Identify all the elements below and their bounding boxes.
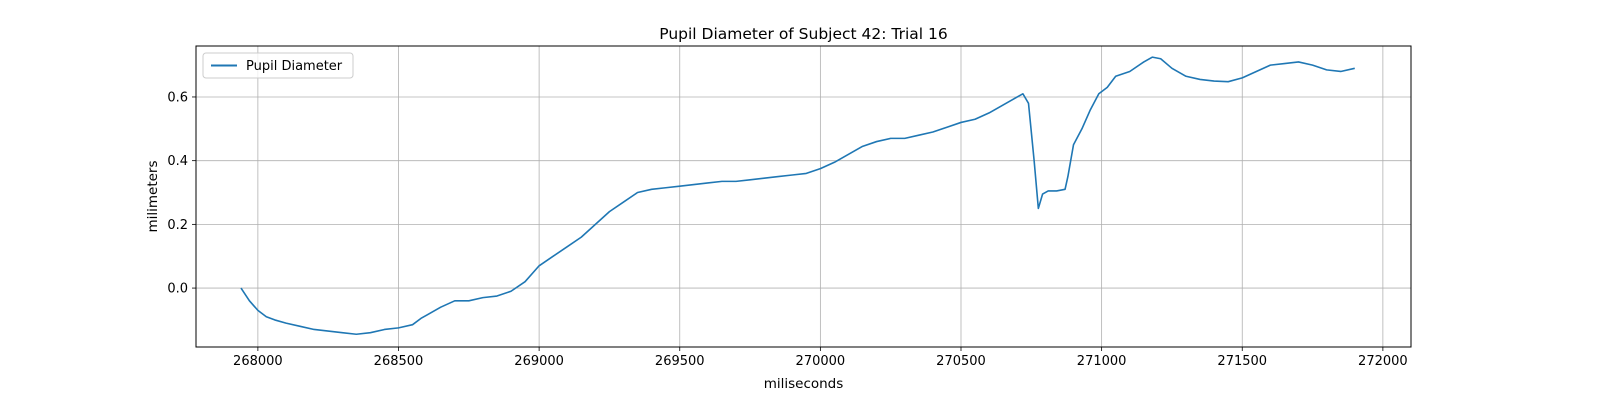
series-layer [240,56,1355,336]
y-axis-label: milimeters [145,160,161,232]
x-tick-label: 271500 [1217,354,1267,369]
x-axis-label: miliseconds [764,376,844,392]
grid [196,46,1411,347]
y-tick-label: 0.6 [167,90,188,105]
x-tick-label: 270500 [936,354,986,369]
legend: Pupil Diameter [202,52,354,79]
x-tick-label: 268500 [374,354,424,369]
y-tick-label: 0.2 [167,218,188,233]
x-tick-label: 268000 [233,354,283,369]
chart-title: Pupil Diameter of Subject 42: Trial 16 [659,25,948,43]
x-tick-label: 271000 [1077,354,1127,369]
y-tick-label: 0.4 [167,154,188,169]
x-tick-label: 269500 [655,354,705,369]
x-tick-label: 272000 [1358,354,1408,369]
x-tick-label: 269000 [514,354,564,369]
x-tick-label: 270000 [796,354,846,369]
ticks: 268000 268500 269000 269500 270000 270500 2710… [167,90,1407,369]
series-line-pupil-diameter [240,56,1355,336]
legend-box [202,52,354,79]
legend-entry-pupil-diameter: Pupil Diameter [246,59,343,74]
y-tick-label: 0.0 [167,282,188,297]
plot-frame [195,45,1412,348]
